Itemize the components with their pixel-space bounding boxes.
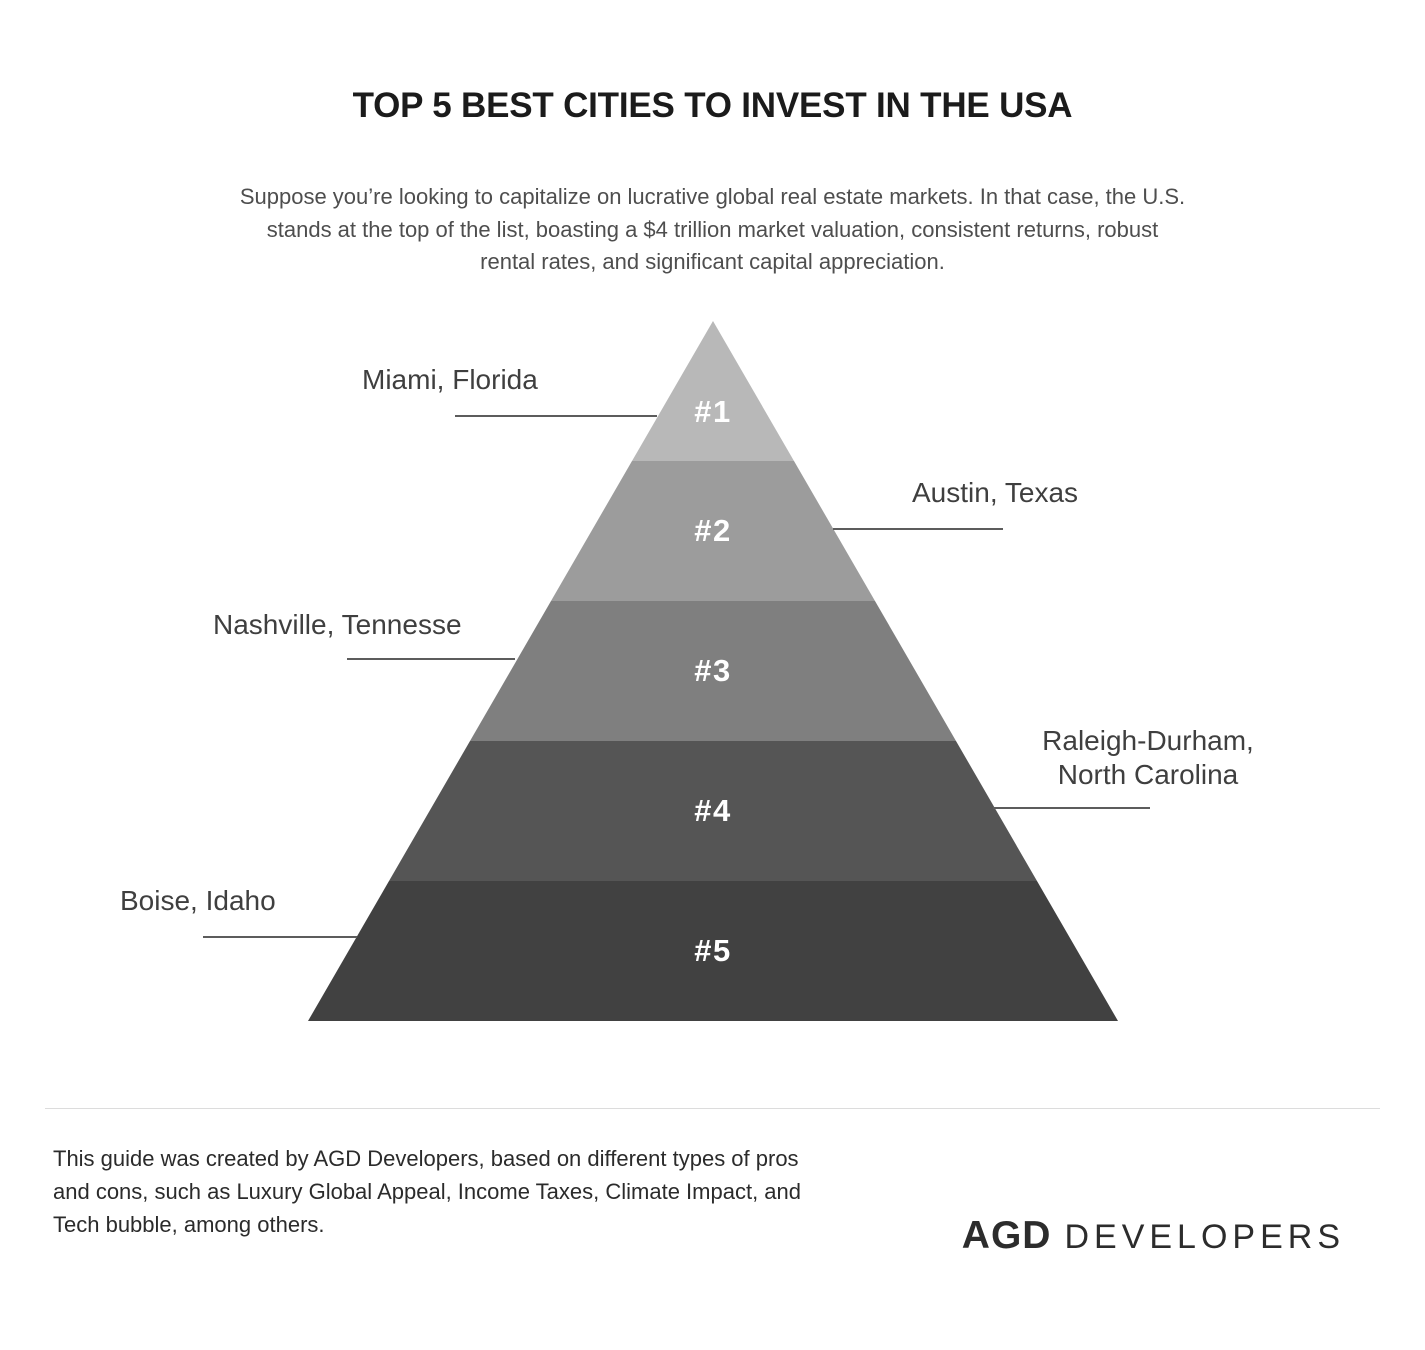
logo-wordmark: DEVELOPERS [1064, 1218, 1345, 1256]
pyramid-chart: #1 #2 #3 #4 #5 [308, 321, 1118, 1021]
city-label-nashville: Nashville, Tennesse [213, 609, 462, 640]
city-label-raleigh-durham: Raleigh-Durham, North Carolina [1042, 725, 1254, 790]
footer-note: This guide was created by AGD Developers… [53, 1146, 801, 1237]
rank-label-2: #2 [694, 513, 731, 548]
pyramid-level-5 [308, 881, 1118, 1021]
pyramid-level-4 [389, 741, 1037, 881]
city-label-miami: Miami, Florida [362, 364, 538, 395]
footer-divider [45, 1108, 1380, 1109]
logo-mark: AGD [961, 1214, 1052, 1257]
city-label-austin: Austin, Texas [912, 477, 1079, 508]
pyramid-level-3 [470, 601, 956, 741]
pyramid-level-2 [551, 461, 875, 601]
page-title: TOP 5 BEST CITIES TO INVEST IN THE USA [352, 86, 1073, 125]
leader-line-boise [203, 936, 357, 938]
leader-line-miami [455, 415, 657, 417]
rank-label-4: #4 [694, 793, 731, 828]
leader-line-austin [833, 528, 1003, 530]
subtitle-text: Suppose you’re looking to capitalize on … [239, 184, 1186, 274]
rank-label-3: #3 [694, 653, 731, 688]
leader-line-raleigh-durham [993, 807, 1150, 809]
rank-label-5: #5 [694, 933, 731, 968]
rank-label-1: #1 [694, 394, 731, 429]
agd-developers-logo: AGD DEVELOPERS [962, 1214, 1345, 1258]
city-label-boise: Boise, Idaho [120, 885, 276, 916]
leader-line-nashville [347, 658, 515, 660]
pyramid-level-1 [632, 321, 794, 461]
